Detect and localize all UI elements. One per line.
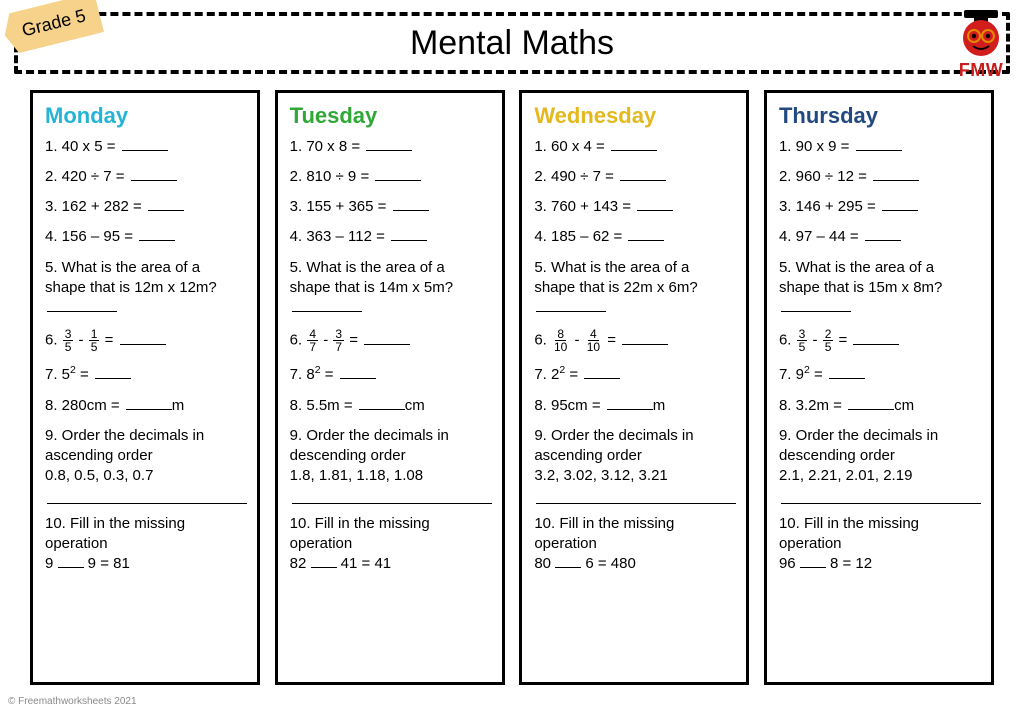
day-title: Tuesday <box>290 101 490 131</box>
day-title: Wednesday <box>534 101 734 131</box>
question: 7. 52 = <box>45 363 245 385</box>
question: 4. 156 – 95 = <box>45 227 245 247</box>
question: 10. Fill in the missing operation96 8 = … <box>779 514 979 575</box>
question: 5. What is the area of a shape that is 1… <box>779 258 979 319</box>
page-title: Mental Maths <box>410 24 614 63</box>
question: 1. 70 x 8 = <box>290 137 490 157</box>
question: 1. 90 x 9 = <box>779 137 979 157</box>
question: 3. 146 + 295 = <box>779 197 979 217</box>
question: 10. Fill in the missing operation82 41 =… <box>290 514 490 575</box>
question: 7. 22 = <box>534 363 734 385</box>
logo: FMW <box>956 10 1006 81</box>
question: 9. Order the decimals in descending orde… <box>290 426 490 504</box>
question: 3. 760 + 143 = <box>534 197 734 217</box>
day-title: Thursday <box>779 101 979 131</box>
question: 8. 280cm = m <box>45 396 245 416</box>
question: 6. 35 - 15 = <box>45 328 245 353</box>
day-columns: Monday 1. 40 x 5 = 2. 420 ÷ 7 = 3. 162 + … <box>30 90 994 685</box>
question: 4. 363 – 112 = <box>290 227 490 247</box>
question: 10. Fill in the missing operation80 6 = … <box>534 514 734 575</box>
question: 3. 155 + 365 = <box>290 197 490 217</box>
question: 3. 162 + 282 = <box>45 197 245 217</box>
question: 10. Fill in the missing operation9 9 = 8… <box>45 514 245 575</box>
question: 5. What is the area of a shape that is 2… <box>534 258 734 319</box>
day-column-thursday: Thursday 1. 90 x 9 = 2. 960 ÷ 12 = 3. 146… <box>764 90 994 685</box>
question: 6. 810 - 410 = <box>534 328 734 353</box>
question: 4. 185 – 62 = <box>534 227 734 247</box>
question: 9. Order the decimals in ascending order… <box>534 426 734 504</box>
question: 5. What is the area of a shape that is 1… <box>290 258 490 319</box>
question: 1. 40 x 5 = <box>45 137 245 157</box>
question: 2. 960 ÷ 12 = <box>779 167 979 187</box>
day-title: Monday <box>45 101 245 131</box>
question: 9. Order the decimals in descending orde… <box>779 426 979 504</box>
question: 5. What is the area of a shape that is 1… <box>45 258 245 319</box>
question: 2. 490 ÷ 7 = <box>534 167 734 187</box>
question: 8. 3.2m = cm <box>779 396 979 416</box>
question: 8. 95cm = m <box>534 396 734 416</box>
question: 2. 810 ÷ 9 = <box>290 167 490 187</box>
copyright: © Freemathworksheets 2021 <box>8 696 137 707</box>
question: 8. 5.5m = cm <box>290 396 490 416</box>
header-box: Mental Maths <box>14 12 1010 74</box>
question: 4. 97 – 44 = <box>779 227 979 247</box>
question: 7. 82 = <box>290 363 490 385</box>
day-column-monday: Monday 1. 40 x 5 = 2. 420 ÷ 7 = 3. 162 + … <box>30 90 260 685</box>
logo-text: FMW <box>959 60 1003 81</box>
question: 7. 92 = <box>779 363 979 385</box>
question: 9. Order the decimals in ascending order… <box>45 426 245 504</box>
question: 6. 35 - 25 = <box>779 328 979 353</box>
question: 6. 47 - 37 = <box>290 328 490 353</box>
apple-logo-icon <box>956 10 1006 58</box>
day-column-wednesday: Wednesday 1. 60 x 4 = 2. 490 ÷ 7 = 3. 760… <box>519 90 749 685</box>
question: 1. 60 x 4 = <box>534 137 734 157</box>
day-column-tuesday: Tuesday 1. 70 x 8 = 2. 810 ÷ 9 = 3. 155 +… <box>275 90 505 685</box>
question: 2. 420 ÷ 7 = <box>45 167 245 187</box>
